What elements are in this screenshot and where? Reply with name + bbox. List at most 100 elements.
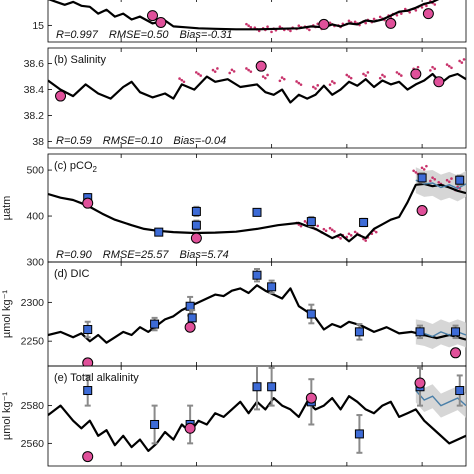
observed-point: [400, 12, 403, 15]
square-marker: [191, 206, 201, 216]
observed-point: [422, 168, 426, 171]
observed-point: [333, 81, 336, 85]
observed-point: [345, 73, 349, 77]
observed-point: [433, 67, 437, 71]
axes-frame: [47, 47, 467, 149]
observed-point: [437, 180, 441, 184]
observed-point: [278, 79, 282, 83]
circle-marker: [255, 60, 267, 72]
panel-title: (d) DIC: [54, 268, 90, 280]
y-tick-label: 400: [26, 211, 44, 223]
observed-point: [247, 68, 250, 72]
square-marker: [451, 327, 461, 337]
observed-point: [211, 68, 215, 72]
observed-point: [213, 70, 217, 73]
circle-marker: [410, 68, 422, 80]
observed-point: [349, 234, 353, 237]
square-marker: [252, 270, 262, 280]
observed-point: [333, 230, 336, 233]
y-tick-label: 300: [26, 257, 44, 269]
panel-salinity: 38 38.2 38.4 38.6 (b) Salinity R=0.59 RMSE=0.…: [24, 47, 467, 149]
observed-point: [278, 25, 282, 29]
plot-area: [48, 267, 466, 366]
square-marker: [154, 227, 164, 237]
observed-point: [247, 24, 250, 28]
stats-annotation: R=0.90 RMSE=25.57 Bias=5.74: [56, 249, 229, 261]
observed-point: [395, 71, 399, 74]
observed-point: [230, 68, 234, 72]
observed-point: [408, 11, 411, 14]
stats-annotation: R=0.59 RMSE=0.10 Bias=-0.04: [56, 135, 226, 147]
observed-point: [450, 66, 453, 70]
observed-point: [433, 3, 437, 6]
observed-point: [316, 84, 320, 87]
observed-point: [199, 74, 202, 77]
square-marker: [185, 301, 195, 311]
observed-point: [362, 72, 365, 76]
observed-point: [295, 80, 298, 83]
observed-point: [460, 61, 464, 64]
circle-marker: [82, 197, 94, 209]
plot-area: [48, 0, 440, 34]
observed-point: [261, 75, 265, 78]
panel-temperature: 15 R=0.997 RMSE=0.50 Bias=-0.31: [32, 0, 467, 43]
circle-marker: [422, 8, 434, 20]
observed-point: [412, 169, 415, 173]
circle-marker: [416, 205, 428, 217]
observed-point: [403, 7, 407, 11]
observed-point: [232, 70, 236, 73]
observed-point: [312, 85, 315, 89]
observed-point: [194, 71, 198, 74]
circle-marker: [450, 347, 462, 359]
panel-pco2: 300 400 500 (c) pCO2 R=0.90 RMSE=25.57 Bias=…: [1, 153, 467, 269]
observed-point: [447, 180, 451, 184]
square-marker: [187, 313, 197, 323]
model-line: [48, 182, 466, 243]
observed-point: [433, 177, 437, 181]
observed-point: [416, 65, 420, 69]
forecast-line: [415, 390, 466, 407]
circle-marker: [385, 17, 397, 29]
observed-point: [347, 232, 351, 236]
observed-point: [314, 87, 317, 90]
circle-marker: [190, 232, 202, 244]
y-tick-label: 15: [32, 20, 44, 32]
observed-point: [431, 176, 434, 179]
observed-point: [353, 20, 357, 24]
observed-point: [216, 67, 219, 70]
observed-point: [197, 72, 200, 76]
observed-point: [289, 29, 292, 33]
observed-point: [303, 220, 307, 223]
observed-point: [297, 81, 301, 85]
y-tick-label: 2300: [21, 297, 45, 309]
square-marker: [267, 382, 277, 392]
circle-marker: [414, 377, 426, 389]
panel-title: (c) pCO2: [54, 160, 98, 174]
panel-total_alkalinity: 2560 2580 (e) Total alkalinity µmol kg⁻¹: [1, 365, 467, 467]
square-marker: [415, 327, 425, 337]
square-marker: [417, 173, 427, 183]
observed-point: [364, 21, 367, 25]
observed-point: [297, 24, 301, 28]
square-marker: [306, 217, 316, 227]
observed-point: [328, 21, 332, 25]
observed-point: [447, 64, 451, 68]
observed-point: [228, 71, 232, 75]
observed-point: [425, 164, 428, 168]
square-marker: [150, 319, 160, 329]
circle-marker: [155, 16, 167, 28]
square-marker: [83, 386, 93, 396]
square-marker: [267, 282, 277, 292]
y-tick-label: 2580: [21, 400, 45, 412]
circle-marker: [184, 422, 196, 434]
y-tick-label: 500: [26, 165, 44, 177]
observed-point: [339, 237, 342, 240]
circle-marker: [318, 18, 330, 30]
observed-point: [458, 59, 461, 63]
circle-marker: [433, 76, 445, 88]
y-axis-label: µmol kg⁻¹: [1, 290, 13, 339]
plot-area: [48, 366, 466, 463]
observed-point: [431, 65, 434, 69]
panel-dic: 2250 2300 (d) DIC µmol kg⁻¹: [1, 261, 467, 367]
forecast-line: [415, 179, 466, 190]
